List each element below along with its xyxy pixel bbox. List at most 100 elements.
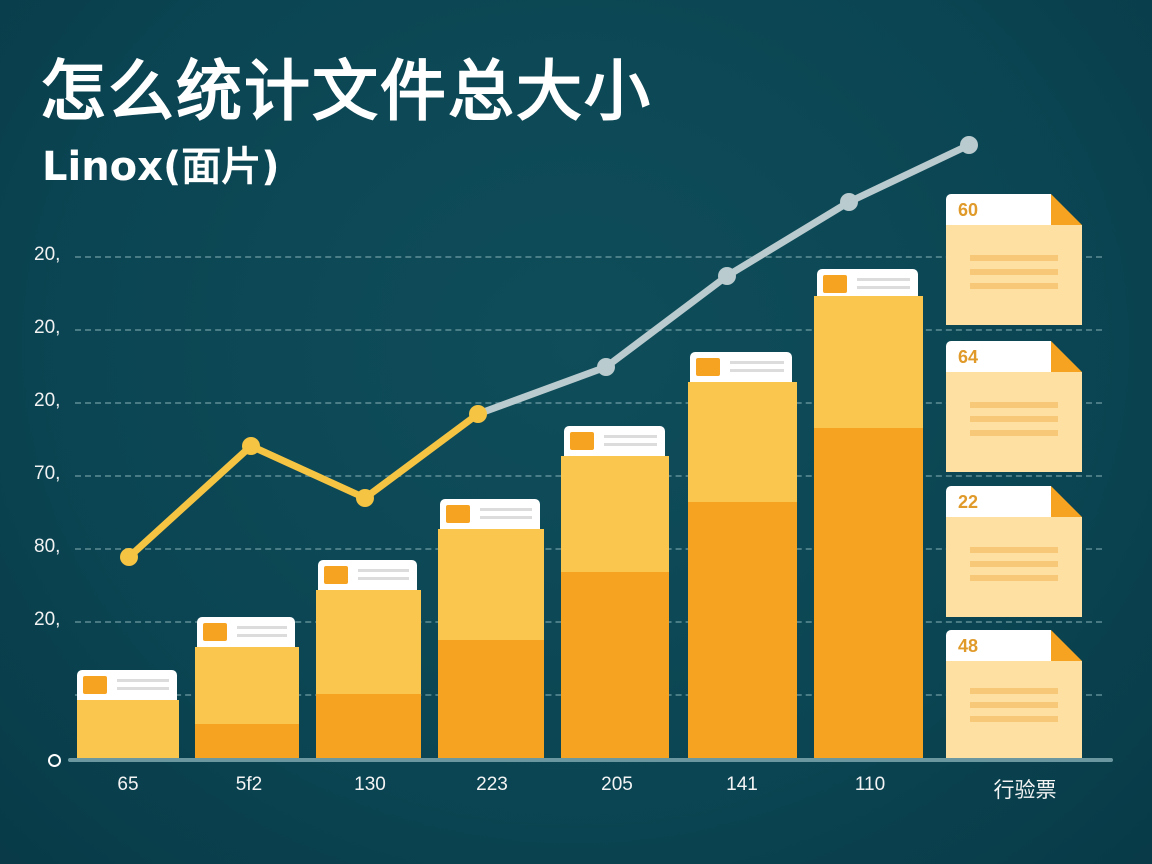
document-line [970,716,1058,722]
document-header [946,630,1051,661]
bar-segment-dark [561,572,669,760]
document-line [970,702,1058,708]
side-document-card: 60 [946,194,1082,325]
trend-point [597,358,615,376]
gridline [75,256,1102,258]
bar-folder [438,499,544,760]
x-tick-label-side: 行验票 [993,779,1057,802]
document-line [970,547,1058,553]
document-line [970,255,1058,261]
document-line [970,416,1058,422]
document-value: 60 [958,200,979,220]
trend-point [718,267,736,285]
folder-tab-line [117,679,169,682]
document-value: 22 [958,492,979,512]
document-body [946,661,1082,758]
folder-tab-square [203,623,227,641]
folder-tab-line [604,435,657,438]
trend-point [840,193,858,211]
document-body [946,225,1082,325]
trend-point [960,136,978,154]
folder-tab-square [446,505,470,523]
folder-tab-line [358,569,409,572]
folder-tab-line [604,443,657,446]
page-subtitle: Linox(面片) [42,144,280,190]
document-value: 48 [958,636,979,656]
bar-segment-dark [688,502,797,760]
bar-segment-light [77,700,179,760]
document-body [946,372,1082,472]
folder-tab [564,426,665,456]
trend-point [469,405,487,423]
document-value: 64 [958,347,979,367]
trend-line-yellow [125,410,482,561]
bar-segment-dark [814,428,923,760]
folder-tab-line [358,577,409,580]
bar-segment-dark [438,640,544,760]
document-header [946,486,1051,517]
y-tick-label: 70, [34,463,61,484]
side-document-card: 64 [946,341,1082,472]
bar-segment-dark [316,694,421,760]
side-document-card: 48 [946,630,1082,758]
x-tick-label: 65 [117,774,139,795]
x-tick-label: 5f2 [235,774,263,795]
x-tick-label: 110 [854,774,886,795]
x-tick-label: 205 [601,774,633,795]
folder-tab [318,560,417,590]
document-header [946,341,1051,372]
y-tick-label: 20, [34,609,61,630]
x-axis-line [68,758,1113,762]
bar-folder [814,269,923,760]
y-tick-label: 20, [34,244,61,265]
document-line [970,688,1058,694]
folder-tab-square [83,676,107,694]
y-tick-label: 20, [34,390,61,411]
trend-point [356,489,374,507]
x-tick-label: 130 [354,774,386,795]
trend-point [120,548,138,566]
document-line [970,575,1058,581]
document-fold-corner [1051,486,1082,517]
bar-segment-dark [195,724,299,760]
page-title: 怎么统计文件总大小 [40,53,652,130]
document-fold-corner [1051,194,1082,225]
gridline [75,402,1102,404]
folder-tab-square [324,566,348,584]
folder-tab [77,670,177,700]
folder-tab-square [696,358,720,376]
y-tick-label: 20, [34,317,61,338]
document-fold-corner [1051,341,1082,372]
side-document-card: 22 [946,486,1082,617]
bar-folder [561,426,669,760]
folder-tab-line [480,516,532,519]
folder-tab-square [570,432,594,450]
bar-folder [688,352,797,760]
document-line [970,402,1058,408]
folder-tab [690,352,792,382]
bar-folder [316,560,421,760]
folder-tab-line [117,687,169,690]
folder-tab [440,499,540,529]
bar-folder [195,617,299,760]
x-tick-label: 223 [476,774,508,795]
gridline [75,329,1102,331]
folder-tab [817,269,918,296]
document-line [970,283,1058,289]
folder-tab-line [730,361,784,364]
folder-tab-line [730,369,784,372]
document-body [946,517,1082,617]
document-line [970,430,1058,436]
folder-tab-line [237,626,287,629]
x-tick-label: 141 [726,774,758,795]
y-tick-label: 80, [34,536,61,557]
document-fold-corner [1051,630,1082,661]
document-line [970,269,1058,275]
folder-tab-line [857,286,910,289]
folder-tab [197,617,295,647]
folder-tab-line [237,634,287,637]
document-line [970,561,1058,567]
folder-tab-line [480,508,532,511]
folder-tab-square [823,275,847,293]
